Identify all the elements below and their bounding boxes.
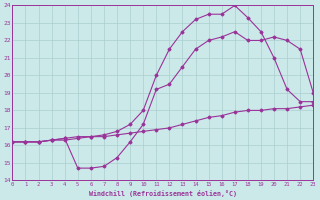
X-axis label: Windchill (Refroidissement éolien,°C): Windchill (Refroidissement éolien,°C)	[89, 190, 237, 197]
